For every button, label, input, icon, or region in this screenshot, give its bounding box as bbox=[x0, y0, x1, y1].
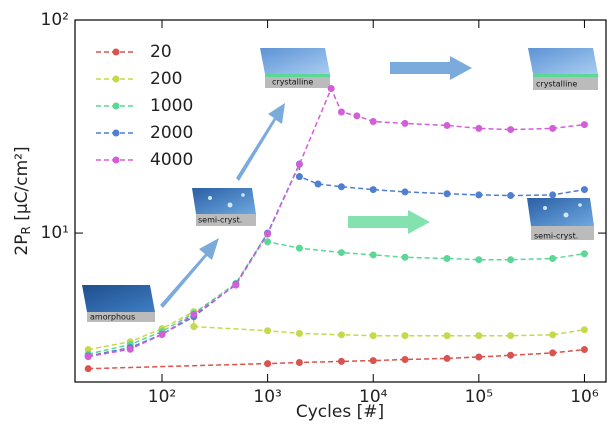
data-point bbox=[402, 188, 409, 195]
data-point bbox=[402, 254, 409, 261]
data-point bbox=[296, 161, 303, 168]
data-point bbox=[353, 112, 360, 119]
data-point bbox=[507, 332, 514, 339]
data-point bbox=[370, 332, 377, 339]
film-tile: amorphous bbox=[82, 285, 155, 322]
data-point bbox=[338, 183, 345, 190]
data-point bbox=[549, 255, 556, 262]
data-point bbox=[444, 122, 451, 129]
data-point bbox=[370, 357, 377, 364]
data-point bbox=[85, 365, 92, 372]
x-tick-label: 10⁵ bbox=[465, 387, 493, 407]
data-point bbox=[190, 323, 197, 330]
y-tick-label: 10² bbox=[41, 10, 69, 30]
data-point bbox=[549, 331, 556, 338]
data-point bbox=[581, 326, 588, 333]
legend-label: 20 bbox=[150, 42, 172, 62]
arrow bbox=[348, 210, 430, 234]
x-tick-label: 10⁴ bbox=[359, 387, 388, 407]
data-point bbox=[264, 238, 271, 245]
legend-marker bbox=[113, 157, 120, 164]
data-point bbox=[549, 191, 556, 198]
data-point bbox=[296, 245, 303, 252]
data-point bbox=[296, 173, 303, 180]
data-point bbox=[475, 332, 482, 339]
data-point bbox=[370, 118, 377, 125]
x-tick-label: 10² bbox=[148, 387, 176, 407]
data-point bbox=[190, 311, 197, 318]
data-point bbox=[581, 250, 588, 257]
data-point bbox=[338, 249, 345, 256]
arrow bbox=[160, 238, 219, 308]
y-axis-label-part: 2P bbox=[12, 235, 32, 256]
data-point bbox=[296, 330, 303, 337]
arrow bbox=[390, 56, 472, 80]
data-point bbox=[370, 186, 377, 193]
data-point bbox=[507, 192, 514, 199]
data-point bbox=[328, 85, 335, 92]
data-point bbox=[402, 332, 409, 339]
tile-label: amorphous bbox=[90, 313, 135, 322]
legend-label: 4000 bbox=[150, 150, 193, 170]
data-point bbox=[402, 120, 409, 127]
data-point bbox=[338, 109, 345, 116]
legend-label: 200 bbox=[150, 69, 182, 89]
tile-label: crystalline bbox=[536, 80, 577, 89]
tile-label: semi-cryst. bbox=[534, 232, 578, 241]
arrow bbox=[236, 103, 285, 181]
data-point bbox=[475, 125, 482, 132]
data-point bbox=[444, 355, 451, 362]
film-tile: semi-cryst. bbox=[527, 198, 594, 241]
legend-marker bbox=[113, 130, 120, 137]
legend-label: 2000 bbox=[150, 123, 193, 143]
data-point bbox=[402, 356, 409, 363]
data-point bbox=[444, 255, 451, 262]
film-tile: semi-cryst. bbox=[192, 188, 256, 226]
data-point bbox=[338, 358, 345, 365]
data-point bbox=[232, 282, 239, 289]
data-point bbox=[475, 191, 482, 198]
data-point bbox=[507, 256, 514, 263]
data-point bbox=[549, 349, 556, 356]
data-point bbox=[581, 346, 588, 353]
data-point bbox=[507, 352, 514, 359]
data-point bbox=[296, 359, 303, 366]
data-point bbox=[370, 251, 377, 258]
legend-label: 1000 bbox=[150, 96, 193, 116]
data-point bbox=[264, 231, 271, 238]
legend-marker bbox=[113, 76, 120, 83]
data-point bbox=[475, 354, 482, 361]
film-tile: crystalline bbox=[528, 48, 598, 90]
data-point bbox=[475, 256, 482, 263]
x-tick-label: 10³ bbox=[253, 387, 281, 407]
x-tick-label: 10⁶ bbox=[570, 387, 599, 407]
tile-label: crystalline bbox=[272, 78, 313, 87]
film-tile: crystalline bbox=[260, 48, 330, 88]
data-point bbox=[159, 331, 166, 338]
y-axis-label-part: [μC/cm²] bbox=[12, 146, 32, 226]
y-tick-label: 10¹ bbox=[41, 223, 69, 243]
legend-marker bbox=[113, 49, 120, 56]
data-point bbox=[315, 180, 322, 187]
data-point bbox=[444, 190, 451, 197]
data-point bbox=[507, 126, 514, 133]
data-point bbox=[85, 353, 92, 360]
data-point bbox=[264, 327, 271, 334]
data-point bbox=[444, 332, 451, 339]
data-point bbox=[549, 125, 556, 132]
tile-label: semi-cryst. bbox=[198, 216, 242, 225]
data-point bbox=[581, 121, 588, 128]
y-axis-label-part: R bbox=[19, 226, 33, 234]
data-point bbox=[127, 346, 134, 353]
y-axis-label: 2PR [μC/cm²] bbox=[12, 146, 33, 255]
data-point bbox=[581, 186, 588, 193]
legend-marker bbox=[113, 103, 120, 110]
data-point bbox=[264, 360, 271, 367]
data-point bbox=[338, 331, 345, 338]
chart: amorphous semi-cryst. crystalline crysta… bbox=[0, 0, 611, 428]
